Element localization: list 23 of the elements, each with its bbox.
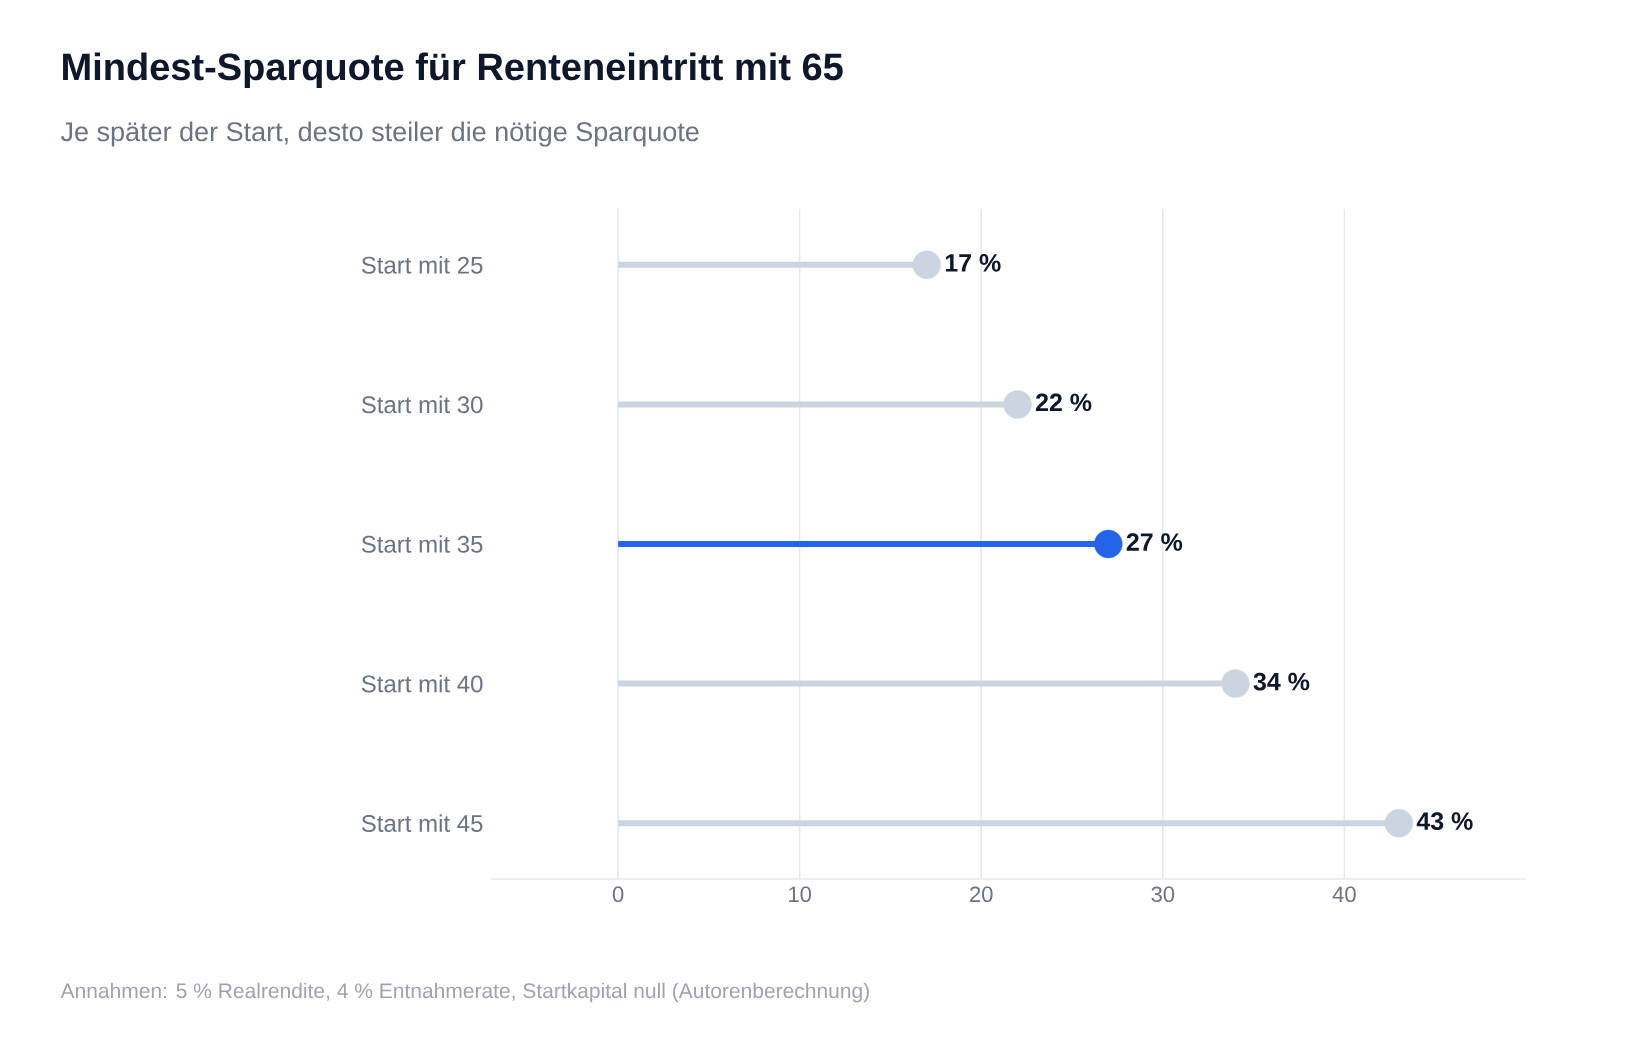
y-tick-label: Start mit 35	[361, 535, 483, 553]
y-tick-label: Start mit 30	[361, 395, 483, 414]
x-tick-label: 10	[789, 886, 812, 903]
y-tick-label: Start mit 45	[361, 814, 483, 832]
point	[912, 250, 941, 280]
point	[1384, 808, 1414, 838]
x-tick-label: 30	[1151, 886, 1175, 903]
chart-subtitle: Je später der Start, desto steiler die nötige Sparquote	[60, 121, 699, 147]
data-label: 22 %	[1035, 393, 1092, 412]
x-tick-label: 40	[1332, 886, 1356, 903]
data-label: 17 %	[945, 254, 1001, 272]
y-tick-label: Start mit 25	[361, 256, 483, 274]
point	[1003, 390, 1032, 419]
chart-title: Mindest-Sparquote für Renteneintritt mit 65	[63, 52, 843, 88]
y-tick-label: Start mit 40	[361, 674, 483, 693]
x-tick-label: 20	[970, 886, 993, 903]
data-label: 27 %	[1126, 533, 1183, 551]
point	[1094, 529, 1123, 559]
data-label: 34 %	[1253, 672, 1310, 691]
data-label: 43 %	[1416, 812, 1473, 831]
point	[1221, 669, 1250, 698]
x-tick-label: 0	[612, 886, 624, 903]
text: Annahmen: 5 % Realrendite, 4 % Entnahmerate, Startkapital null (Autorenberechnung)	[60, 982, 869, 1003]
